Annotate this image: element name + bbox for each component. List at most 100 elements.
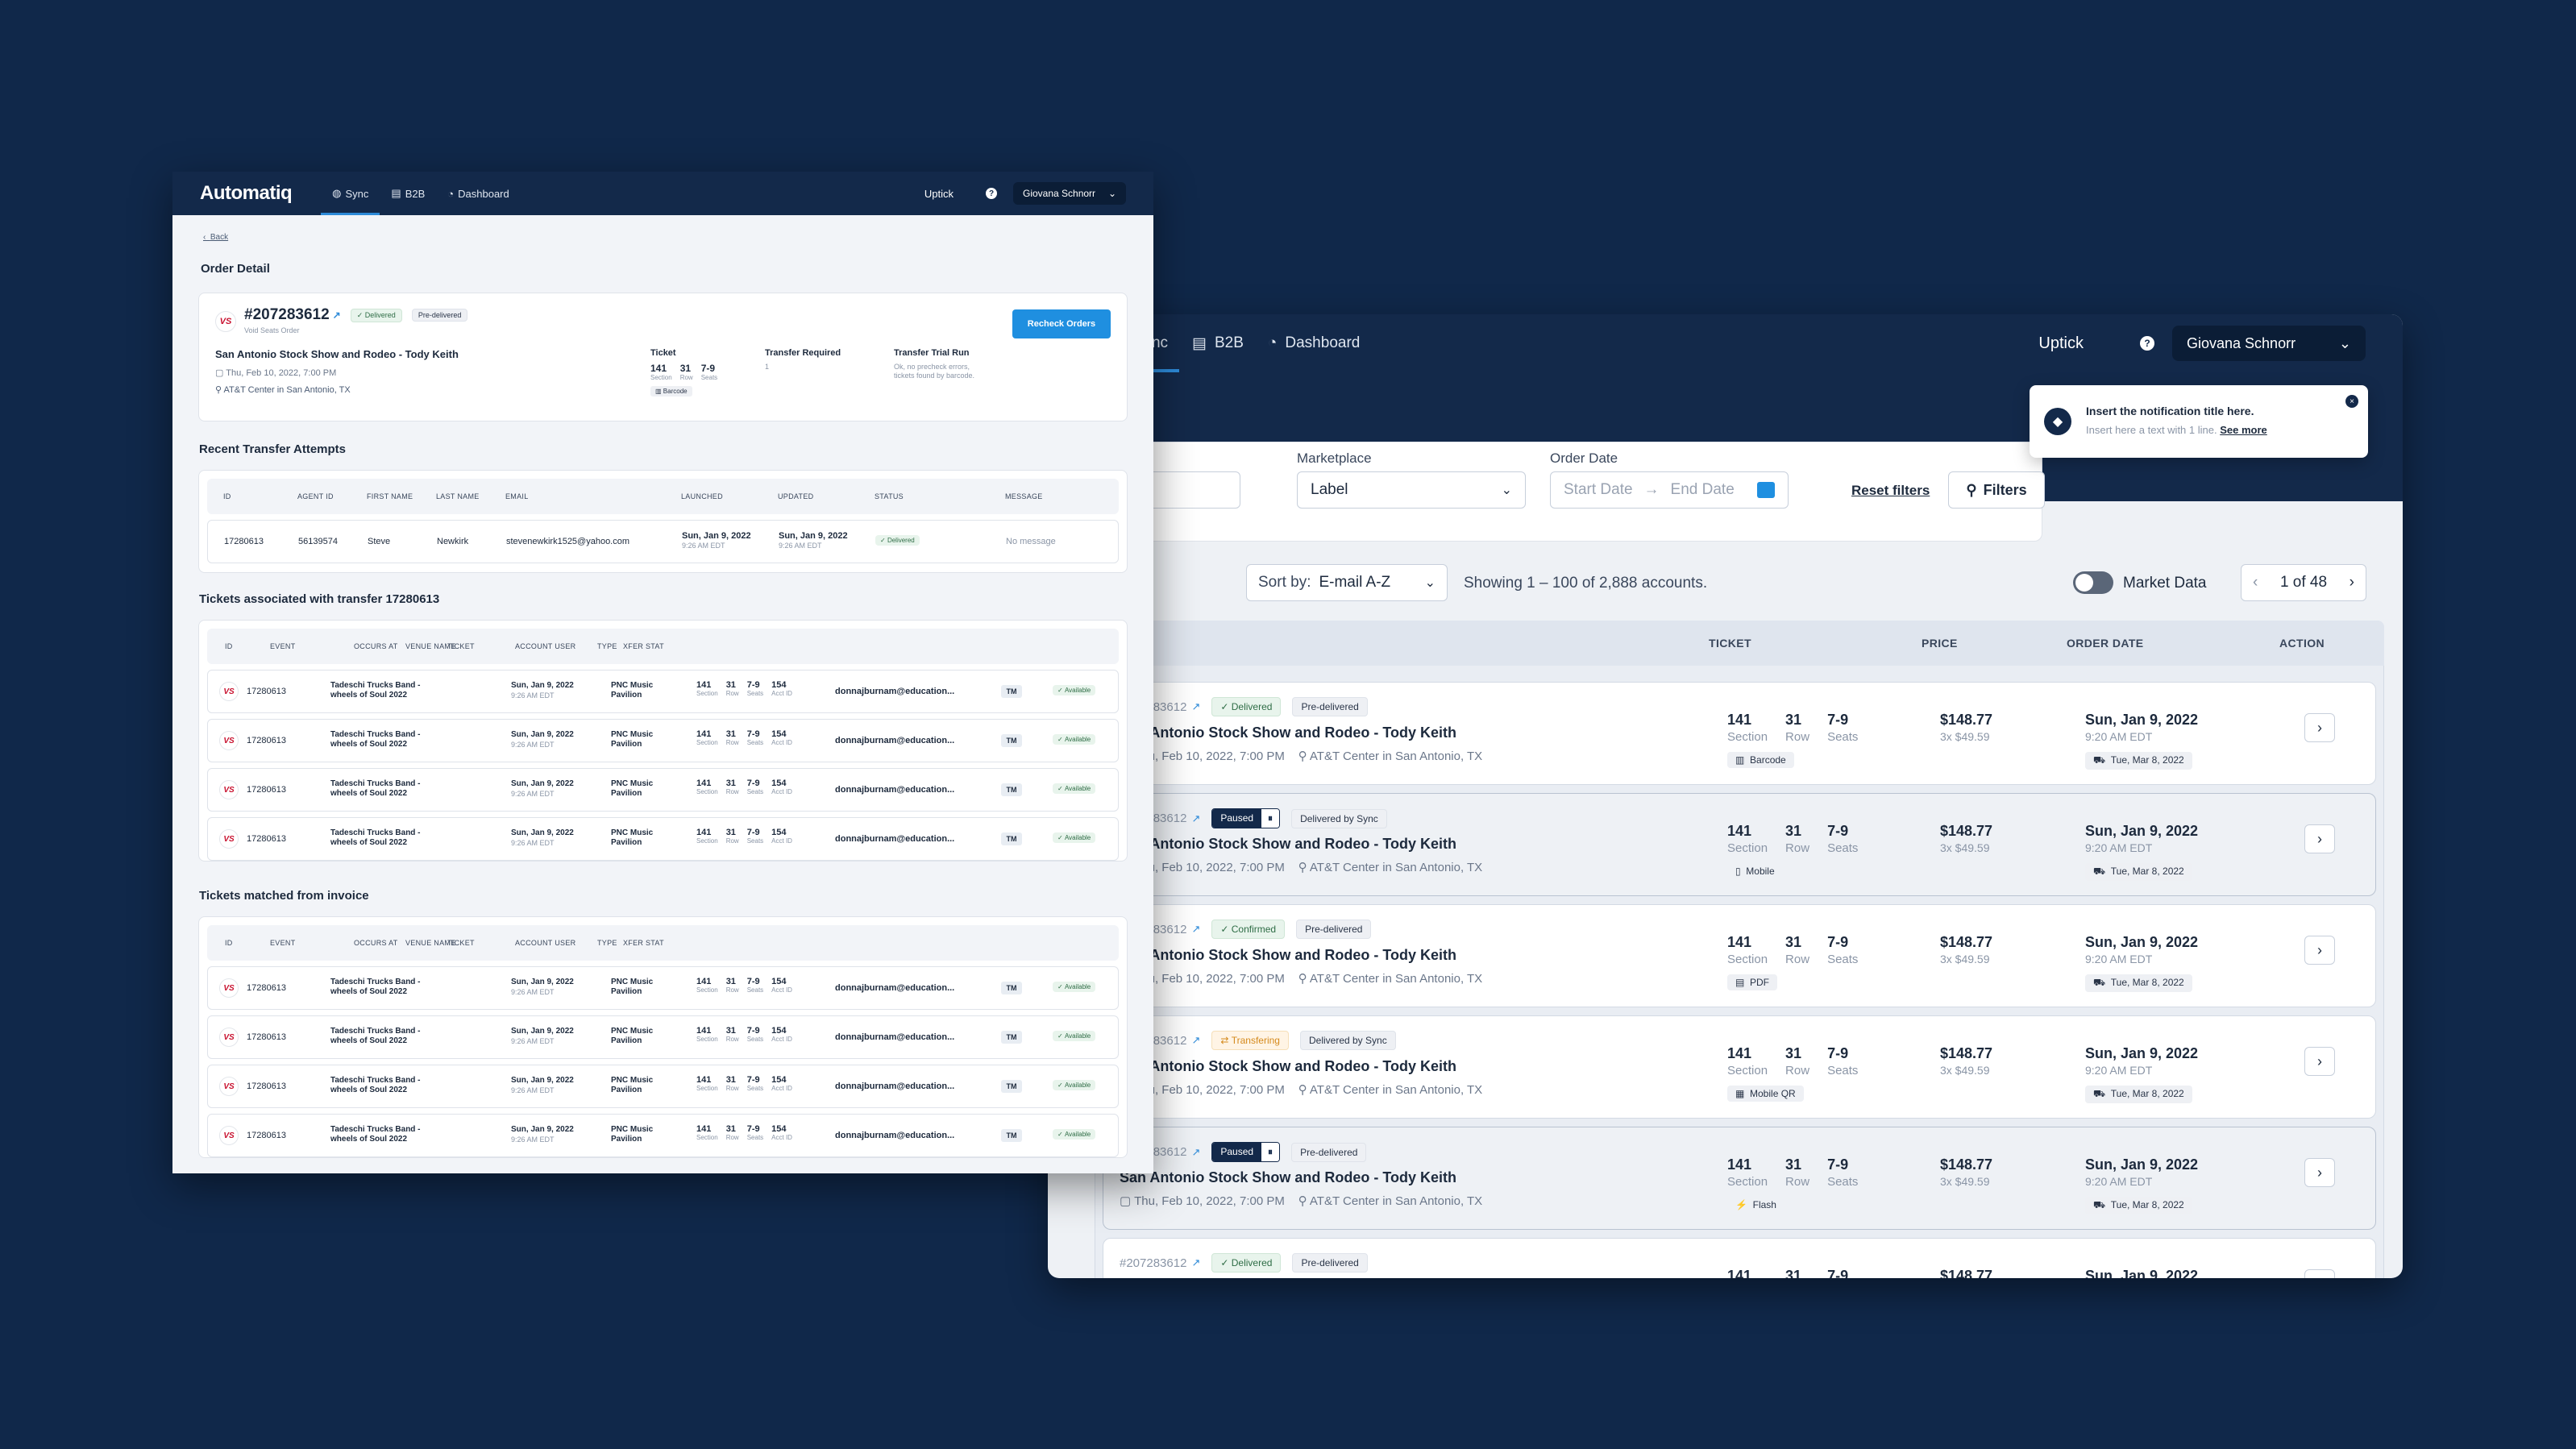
tab-b2b[interactable]: ▤ B2B (391, 187, 426, 200)
table-row[interactable]: VS 17280613 Tadeschi Trucks Band - wheels… (207, 719, 1119, 762)
order-row[interactable]: #207283612 ↗ Paused⏸ Delivered by Sync S… (1103, 793, 2376, 896)
paused-badge[interactable]: Paused ⏸ (1211, 1142, 1281, 1162)
back-link[interactable]: ‹ Back (203, 233, 229, 242)
delivery-badge: ▥ Barcode (1727, 752, 1794, 768)
notification-toast: ◆ Insert the notification title here. In… (2030, 385, 2368, 458)
table-row[interactable]: VS 17280613 Tadeschi Trucks Band - wheels… (207, 768, 1119, 812)
notification-title: Insert the notification title here. (2086, 405, 2254, 417)
tab-dashboard[interactable]: ◔ Dashboard (447, 187, 509, 200)
row-action-button[interactable]: › (2304, 824, 2335, 853)
table-row[interactable]: VS 17280613 Tadeschi Trucks Band - wheels… (207, 966, 1119, 1010)
user-menu[interactable]: Giovana Schnorr ⌄ (2172, 326, 2366, 361)
order-number[interactable]: #207283612 (1120, 1256, 1187, 1270)
table-row[interactable]: VS 17280613 Tadeschi Trucks Band - wheels… (207, 817, 1119, 861)
type-badge: TM (1001, 1129, 1022, 1142)
sort-select[interactable]: Sort by: E-mail A-Z ⌄ (1246, 564, 1448, 601)
gauge-icon: ◔ (1267, 334, 1278, 351)
row-action-button[interactable]: › (2304, 713, 2335, 742)
order-row[interactable]: #207283612 ↗ ✓ Delivered Pre-delivered S… (1103, 682, 2376, 785)
order-row[interactable]: #207283612 ↗ ✓ Delivered Pre-delivered 1… (1103, 1238, 2376, 1278)
app-logo: Automatiq (200, 182, 293, 204)
table-row[interactable]: VS 17280613 Tadeschi Trucks Band - wheels… (207, 670, 1119, 713)
pin-icon: ⚲ (1298, 1194, 1307, 1208)
order-date: Sun, Jan 9, 2022 9:20 AM EDT (2085, 823, 2199, 854)
recheck-orders-button[interactable]: Recheck Orders (1012, 309, 1111, 338)
calendar-icon[interactable] (1757, 482, 1775, 498)
order-row[interactable]: #207283612 ↗ Paused⏸ Pre-delivered San A… (1103, 1127, 2376, 1230)
table-row[interactable]: VS 17280613 Tadeschi Trucks Band - wheels… (207, 1065, 1119, 1108)
order-number: #207283612 ↗ ✓ Delivered Pre-delivered (244, 306, 468, 324)
marketplace-select[interactable]: Label ⌄ (1297, 471, 1526, 509)
see-more-link[interactable]: See more (2220, 424, 2267, 436)
pin-icon: ⚲ (1298, 749, 1307, 763)
reset-filters-link[interactable]: Reset filters (1851, 483, 1930, 498)
event-name: San Antonio Stock Show and Rodeo - Tody … (1120, 1058, 1456, 1074)
status-badge: ✓ Confirmed (1211, 920, 1286, 939)
event-meta: ▢ Thu, Feb 10, 2022, 7:00 PM ⚲ AT&T Cent… (1120, 971, 1482, 986)
flash-icon: ⚡ (1735, 1199, 1747, 1210)
start-date-field[interactable]: Start Date (1564, 481, 1633, 498)
pause-icon: ⏸ (1261, 1143, 1280, 1161)
order-detail-window: Automatiq ◍ Sync ▤ B2B ◔ Dashboard Uptick ?… (172, 172, 1153, 1173)
external-link-icon[interactable]: ↗ (1191, 923, 1201, 935)
pin-icon: ⚲ (1298, 861, 1307, 874)
external-link-icon[interactable]: ↗ (1191, 1034, 1201, 1046)
xfer-status-badge: ✓ Available (1053, 685, 1096, 695)
uptick-link[interactable]: Uptick (2038, 334, 2084, 352)
delivery-tag: Delivered by Sync (1299, 1031, 1396, 1050)
event-location: ⚲ AT&T Center in San Antonio, TX (215, 385, 351, 395)
type-badge: TM (1001, 1080, 1022, 1093)
end-date-field[interactable]: End Date (1670, 481, 1735, 498)
help-icon[interactable]: ? (986, 188, 997, 199)
user-menu[interactable]: Giovana Schnorr ⌄ (1013, 182, 1126, 205)
transfer-required: Transfer Required 1 (765, 348, 841, 371)
order-row[interactable]: #207283612 ↗ ⇄ Transfering Delivered by … (1103, 1015, 2376, 1119)
market-data-toggle[interactable] (2073, 571, 2113, 594)
uptick-link[interactable]: Uptick (924, 187, 954, 200)
status-badge: ✓ Delivered (350, 308, 402, 322)
external-link-icon[interactable]: ↗ (1191, 700, 1201, 712)
xfer-status-badge: ✓ Available (1053, 783, 1096, 794)
order-date: Sun, Jan 9, 2022 9:20 AM EDT (2085, 934, 2199, 965)
delivered-date-badge: ⛟ Tue, Mar 8, 2022 (2085, 974, 2192, 992)
row-action-button[interactable]: › (2304, 1158, 2335, 1187)
pause-icon: ⏸ (1261, 809, 1280, 828)
row-action-button[interactable]: › (2304, 1047, 2335, 1076)
type-badge: TM (1001, 783, 1022, 796)
paused-badge[interactable]: Paused ⏸ (1211, 808, 1281, 828)
status-badge: ✓ Delivered (1211, 697, 1282, 716)
close-icon[interactable]: × (2345, 395, 2358, 408)
table-row[interactable]: VS 17280613 Tadeschi Trucks Band - wheels… (207, 1114, 1119, 1157)
filters-button[interactable]: ⚲ Filters (1948, 471, 2045, 509)
order-date-range[interactable]: Start Date → End Date (1550, 471, 1789, 509)
external-link-icon[interactable]: ↗ (1191, 812, 1201, 824)
delivery-tag: Pre-delivered (1292, 1253, 1368, 1273)
delivered-date-badge: ⛟ Tue, Mar 8, 2022 (2085, 863, 2192, 881)
mobile-qr-icon: ▦ (1735, 1088, 1745, 1099)
order-row[interactable]: #207283612 ↗ ✓ Confirmed Pre-delivered S… (1103, 904, 2376, 1007)
event-meta: ▢ Thu, Feb 10, 2022, 7:00 PM ⚲ AT&T Cent… (1120, 749, 1482, 763)
page-title: Order Detail (201, 262, 270, 276)
table-row[interactable]: 17280613 56139574 Steve Newkirk stevenew… (207, 520, 1119, 563)
xfer-status-badge: ✓ Available (1053, 734, 1096, 745)
tab-b2b[interactable]: ▤ B2B (1192, 334, 1244, 352)
external-link-icon[interactable]: ↗ (1191, 1145, 1201, 1158)
chevron-right-icon[interactable]: › (2349, 574, 2354, 591)
delivered-date-badge: ⛟ Tue, Mar 8, 2022 (2085, 1086, 2192, 1103)
tab-sync[interactable]: ◍Sync (321, 172, 380, 215)
event-name: San Antonio Stock Show and Rodeo - Tody … (1120, 947, 1456, 963)
external-link-icon[interactable]: ↗ (332, 309, 341, 321)
delivery-badge: ▯ Mobile (1735, 866, 1775, 877)
help-icon[interactable]: ? (2140, 336, 2154, 351)
external-link-icon[interactable]: ↗ (1191, 1256, 1201, 1268)
store-icon: ▤ (391, 187, 401, 199)
row-action-button[interactable]: › (2304, 936, 2335, 965)
chevron-down-icon: ⌄ (1424, 576, 1435, 590)
table-row[interactable]: VS 17280613 Tadeschi Trucks Band - wheels… (207, 1015, 1119, 1059)
delivery-tag: Pre-delivered (1292, 697, 1368, 716)
row-action-button[interactable]: › (2304, 1269, 2335, 1278)
tab-dashboard[interactable]: ◔ Dashboard (1267, 334, 1361, 351)
chevron-left-icon[interactable]: ‹ (2253, 574, 2258, 591)
